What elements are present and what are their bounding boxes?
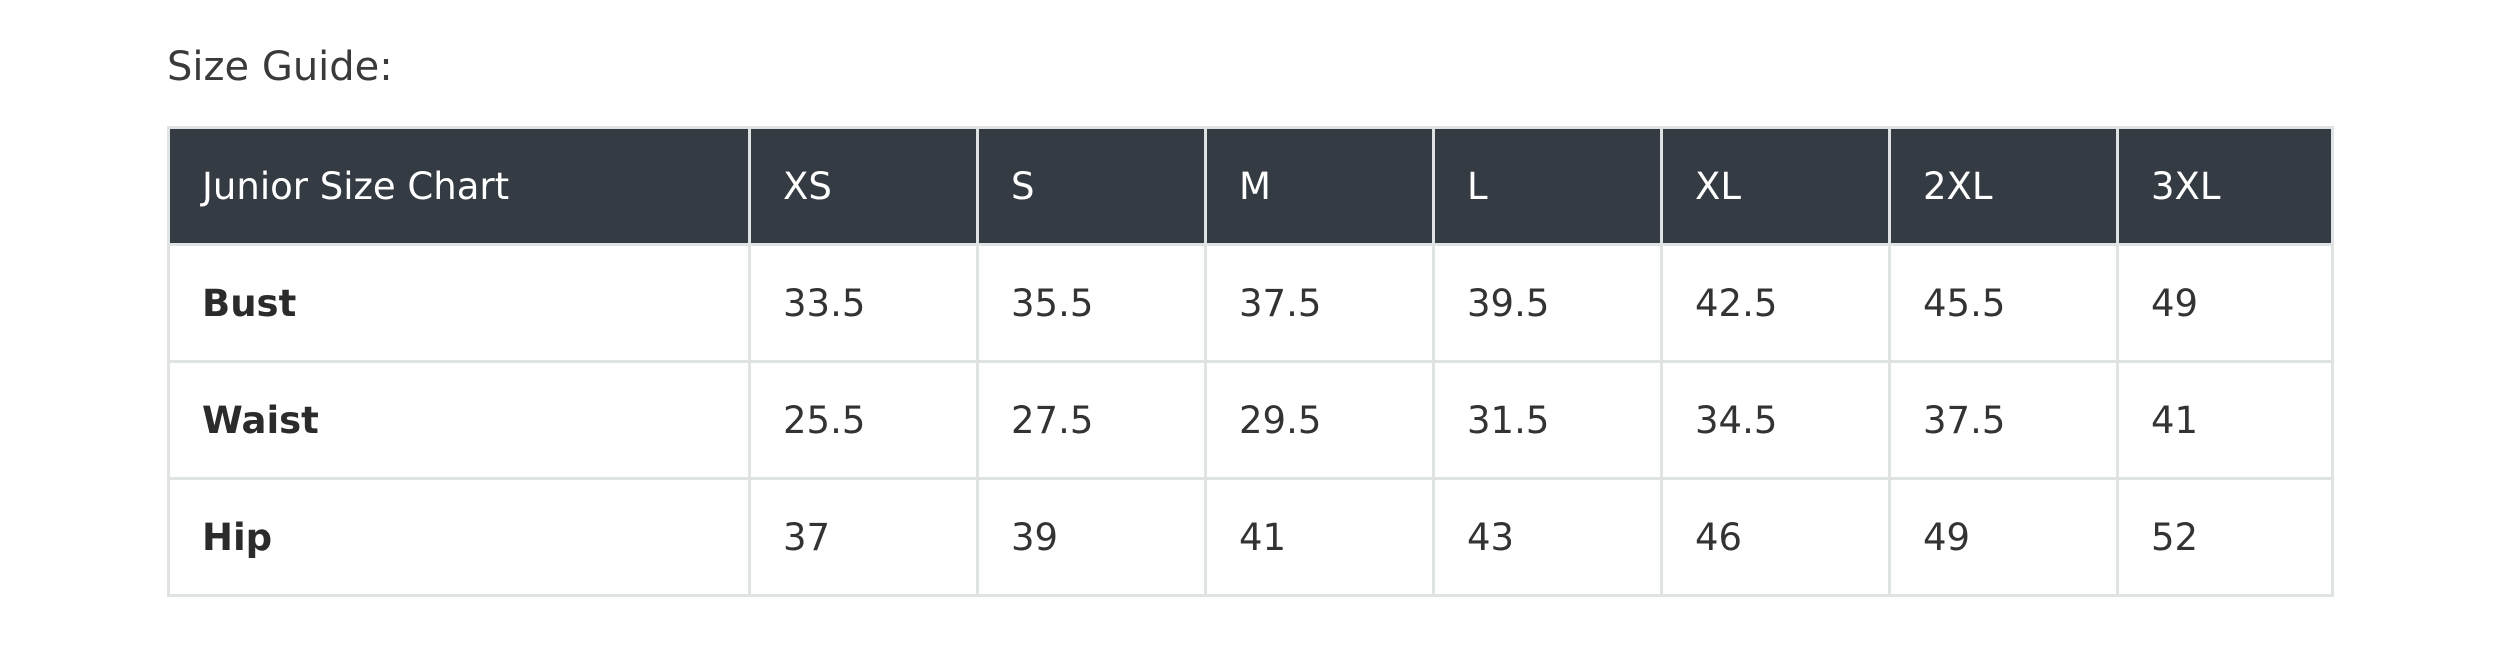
- table-cell: 52: [2116, 477, 2334, 597]
- header-row: Junior Size Chart XS S M L XL 2XL 3XL: [167, 126, 2334, 246]
- table-cell: 37.5: [1204, 243, 1435, 363]
- table-cell: 35.5: [976, 243, 1207, 363]
- column-header: M: [1204, 126, 1435, 246]
- table-row: Bust 33.5 35.5 37.5 39.5 42.5 45.5 49: [167, 243, 2334, 363]
- size-table: Junior Size Chart XS S M L XL 2XL 3XL Bust 33.5 3…: [167, 126, 2334, 597]
- row-label: Hip: [167, 477, 751, 597]
- table-cell: 25.5: [748, 360, 979, 480]
- table-cell: 42.5: [1660, 243, 1891, 363]
- column-header: XL: [1660, 126, 1891, 246]
- table-cell: 37.5: [1888, 360, 2119, 480]
- table-cell: 34.5: [1660, 360, 1891, 480]
- table-row: Waist 25.5 27.5 29.5 31.5 34.5 37.5 41: [167, 360, 2334, 480]
- table-cell: 41: [1204, 477, 1435, 597]
- table-cell: 46: [1660, 477, 1891, 597]
- column-header: 2XL: [1888, 126, 2119, 246]
- table-cell: 41: [2116, 360, 2334, 480]
- column-header: XS: [748, 126, 979, 246]
- table-cell: 39: [976, 477, 1207, 597]
- table-cell: 43: [1432, 477, 1663, 597]
- table-cell: 33.5: [748, 243, 979, 363]
- page-title: Size Guide:: [167, 44, 393, 90]
- table-cell: 31.5: [1432, 360, 1663, 480]
- table-body: Bust 33.5 35.5 37.5 39.5 42.5 45.5 49 Waist 25.5 2…: [167, 243, 2334, 597]
- table-cell: 37: [748, 477, 979, 597]
- row-label: Waist: [167, 360, 751, 480]
- column-header: L: [1432, 126, 1663, 246]
- table-header: Junior Size Chart XS S M L XL 2XL 3XL: [167, 126, 2334, 246]
- row-label: Bust: [167, 243, 751, 363]
- table-cell: 27.5: [976, 360, 1207, 480]
- column-header: S: [976, 126, 1207, 246]
- column-header: Junior Size Chart: [167, 126, 751, 246]
- table-cell: 45.5: [1888, 243, 2119, 363]
- table-row: Hip 37 39 41 43 46 49 52: [167, 477, 2334, 597]
- table-cell: 29.5: [1204, 360, 1435, 480]
- column-header: 3XL: [2116, 126, 2334, 246]
- table-cell: 49: [1888, 477, 2119, 597]
- table-cell: 39.5: [1432, 243, 1663, 363]
- table-cell: 49: [2116, 243, 2334, 363]
